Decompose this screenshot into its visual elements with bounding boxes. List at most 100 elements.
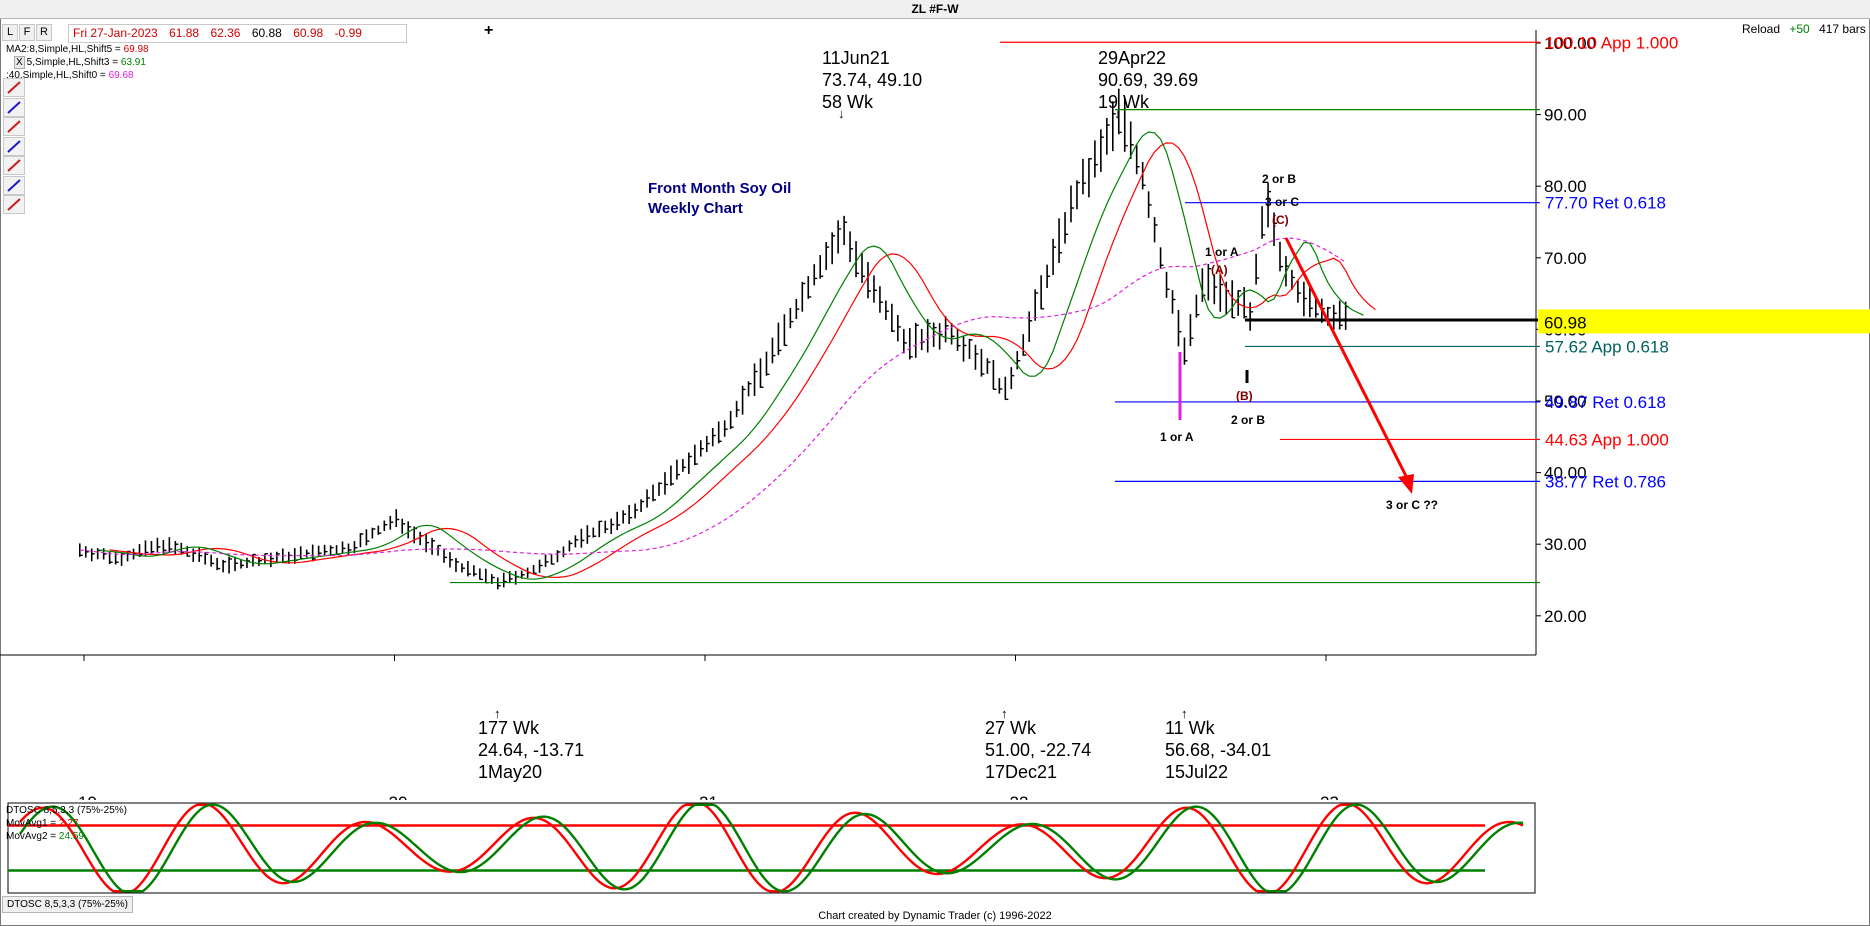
price-bar [192, 548, 197, 562]
price-bar [1273, 212, 1278, 246]
price-bar [168, 537, 173, 553]
down-arrow-icon: ↓ [1114, 106, 1121, 121]
price-bar [843, 215, 848, 246]
price-bar [437, 544, 442, 556]
price-bar [1135, 144, 1140, 175]
close-legend-mark[interactable]: X [14, 56, 25, 69]
price-bar [174, 541, 179, 555]
indicator-tab[interactable]: DTOSC 8,5,3,3 (75%-25%) [2, 896, 133, 913]
bars-count: 417 bars [1819, 22, 1866, 36]
annotation-top2: 90.69, 39.69 [1098, 70, 1198, 90]
price-bar [568, 540, 573, 552]
price-bar [807, 276, 812, 299]
price-bar [855, 241, 860, 278]
price-bar [1338, 300, 1343, 330]
add-button[interactable]: + [484, 22, 494, 39]
annotation-top2: 19 Wk [1098, 92, 1150, 112]
retracement-tool-icon[interactable] [3, 156, 25, 175]
price-bar [861, 253, 866, 283]
price-bar [246, 557, 250, 569]
price-bar [628, 504, 633, 525]
up-arrow-icon: ↑ [1181, 706, 1188, 721]
price-bar [1237, 290, 1242, 316]
price-bar [335, 545, 340, 556]
price-bar [377, 525, 382, 535]
price-bar [329, 545, 334, 556]
price-bar [401, 518, 406, 534]
price-bar [813, 264, 818, 286]
layout-button[interactable]: L [2, 24, 18, 41]
price-bar [419, 531, 424, 546]
price-bar [216, 557, 221, 571]
price-bar [323, 544, 328, 556]
reload-plus[interactable]: +50 [1789, 22, 1810, 36]
price-bar [1046, 264, 1051, 289]
projection-arrow-line [1284, 237, 1410, 481]
level-label-app100: 100.10 App 1.000 [1545, 33, 1678, 52]
price-bar [819, 255, 824, 279]
price-bar [962, 335, 967, 362]
osc-mov2-value: 24.59 [58, 831, 84, 842]
level-label-app618: 57.62 App 0.618 [1545, 337, 1669, 356]
price-bar [771, 337, 776, 364]
price-bar [443, 548, 448, 563]
bar-low: 60.88 [251, 26, 282, 40]
price-bar [705, 435, 710, 452]
price-bar [485, 568, 489, 584]
price-bar [1267, 182, 1272, 228]
wave-label-w1a: 1 or A [1160, 430, 1194, 444]
annotation-bot2: 51.00, -22.74 [985, 740, 1091, 760]
price-bar [538, 559, 543, 573]
annotation-top2: 29Apr22 [1098, 48, 1166, 68]
annotation-bot2: 27 Wk [985, 718, 1037, 738]
price-bar [1255, 253, 1260, 285]
price-bar [849, 231, 854, 263]
alt-price-projection-tool-icon[interactable] [3, 136, 25, 156]
price-bar [831, 232, 836, 265]
price-bar [204, 552, 209, 565]
price-bar [998, 378, 1003, 394]
pattern-tool-icon[interactable] [3, 117, 25, 136]
price-bar [592, 527, 597, 538]
ma-magenta-line [79, 237, 1347, 557]
cycle-tool-icon[interactable] [3, 175, 25, 195]
price-bar [1195, 294, 1200, 318]
price-bar [1064, 212, 1069, 244]
price-bar [765, 351, 770, 376]
ma1-text: MA2:8,Simple,HL,Shift5 = [6, 44, 124, 55]
price-bar [1309, 287, 1313, 318]
price-bar [473, 565, 477, 577]
trend-line-tool-icon[interactable] [3, 78, 25, 97]
reload-label[interactable]: Reload [1742, 22, 1781, 36]
annotation-top1: 73.74, 49.10 [822, 70, 922, 90]
price-bar [873, 275, 877, 303]
file-button[interactable]: F [19, 24, 35, 41]
price-bar [789, 307, 794, 329]
down-arrow-icon: ↓ [838, 106, 845, 121]
ma2-text: 5,Simple,HL,Shift3 = [26, 57, 121, 68]
price-bar [986, 358, 991, 374]
projection-arrow-head [1398, 474, 1414, 494]
ma1-value: 69.98 [123, 44, 149, 55]
price-bar [1231, 280, 1236, 319]
bar-close: 60.98 [293, 26, 324, 40]
price-projection-tool-icon[interactable] [3, 97, 25, 117]
grid-tool-icon[interactable] [3, 195, 25, 214]
bar-open: 61.88 [169, 26, 200, 40]
price-bar [1207, 264, 1212, 301]
refresh-button[interactable]: R [36, 24, 52, 41]
price-bar [574, 535, 579, 548]
price-bar [1279, 241, 1283, 272]
last-price-badge [1538, 309, 1870, 334]
price-bar [389, 515, 394, 530]
osc-title: DTOSC 8,5,3,3 (75%-25%) [6, 805, 127, 816]
price-bar [938, 323, 943, 350]
wave-label-w2bTop: 2 or B [1262, 172, 1296, 186]
wave-label-wA: (A) [1211, 263, 1228, 277]
price-bar [317, 545, 322, 557]
price-bar [676, 459, 680, 480]
x-tick-label: 22 [1010, 793, 1029, 800]
price-bar [365, 529, 370, 546]
price-chart[interactable]: 100.0090.0080.0070.0060.0050.0040.0030.0… [0, 0, 1870, 800]
reload-control[interactable]: Reload +50 417 bars [1742, 22, 1866, 36]
